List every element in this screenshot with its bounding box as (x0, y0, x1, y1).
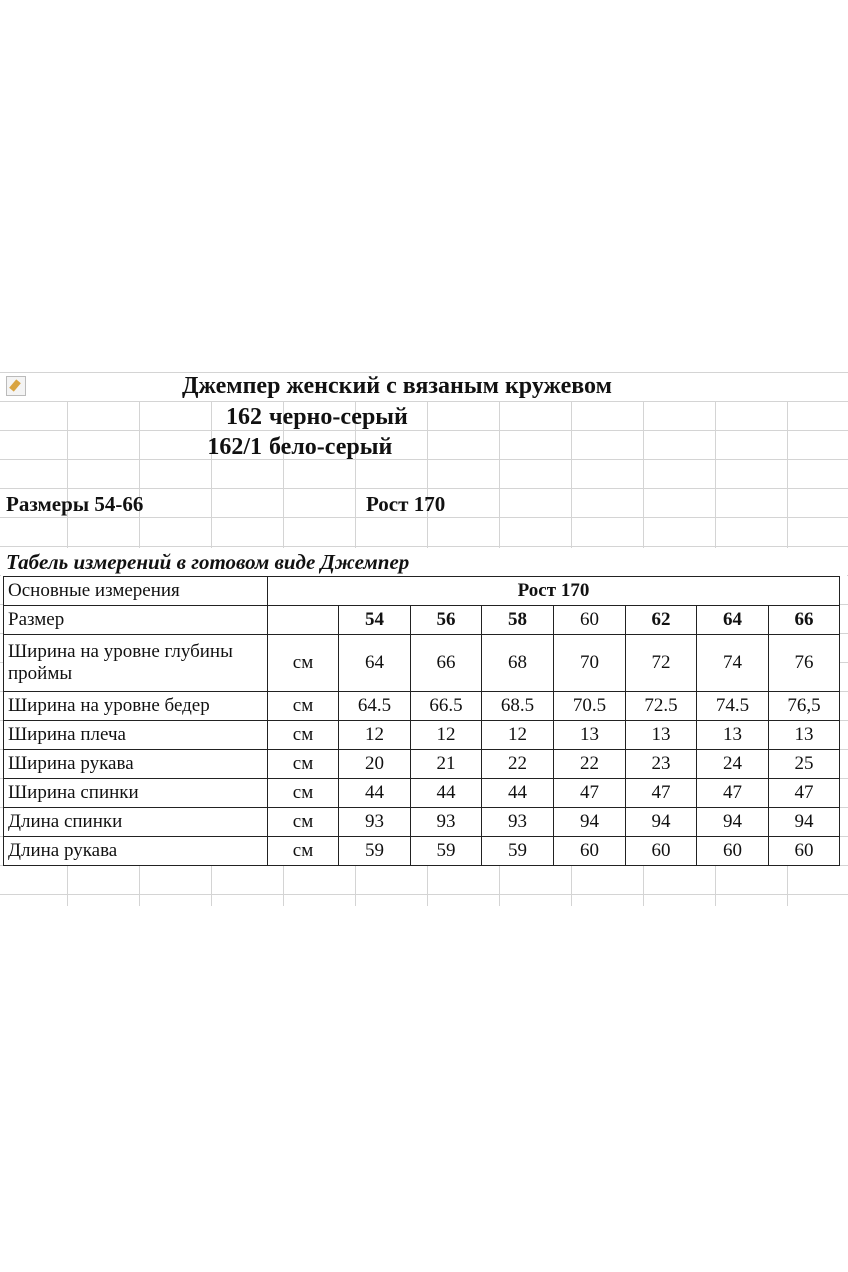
value-cell: 13 (768, 720, 840, 750)
value-cell: 23 (625, 749, 697, 779)
table-caption: Табель измерений в готовом виде Джемпер (6, 550, 410, 574)
size-header-cell: 58 (481, 605, 554, 635)
unit-cell: см (267, 749, 339, 779)
value-cell: 74 (696, 634, 769, 692)
value-cell: 24 (696, 749, 769, 779)
value-cell: 12 (410, 720, 482, 750)
value-cell: 21 (410, 749, 482, 779)
variant-code: 162 (226, 404, 262, 430)
value-cell: 74.5 (696, 691, 769, 721)
value-cell: 59 (410, 836, 482, 866)
value-cell: 59 (338, 836, 411, 866)
value-cell: 70 (553, 634, 626, 692)
unit-cell: см (267, 691, 339, 721)
value-cell: 66 (410, 634, 482, 692)
value-cell: 44 (338, 778, 411, 808)
value-cell: 13 (625, 720, 697, 750)
value-cell: 22 (481, 749, 554, 779)
measurement-name: Ширина на уровне бедер (3, 691, 268, 721)
value-cell: 60 (553, 836, 626, 866)
table-row: Ширина на уровне бедер см 64.5 66.5 68.5 70.5… (3, 691, 840, 721)
value-cell: 94 (696, 807, 769, 837)
size-header-cell: 62 (625, 605, 697, 635)
variant-color: черно-серый (269, 404, 408, 430)
merged-caption-cell (1, 548, 847, 576)
value-cell: 20 (338, 749, 411, 779)
measurement-name: Ширина спинки (3, 778, 268, 808)
size-row: Размер 54 56 58 60 62 64 66 (3, 605, 840, 635)
value-cell: 94 (625, 807, 697, 837)
unit-cell: см (267, 807, 339, 837)
value-cell: 60 (768, 836, 840, 866)
value-cell: 76,5 (768, 691, 840, 721)
value-cell: 25 (768, 749, 840, 779)
value-cell: 13 (553, 720, 626, 750)
variant-color: бело-серый (269, 434, 393, 460)
size-header-cell: 56 (410, 605, 482, 635)
value-cell: 64.5 (338, 691, 411, 721)
table-row: Длина спинки см 93 93 93 94 94 94 94 (3, 807, 840, 837)
height-label: Рост 170 (366, 492, 446, 516)
size-header-cell: 66 (768, 605, 840, 635)
size-label: Размер (3, 605, 268, 635)
unit-cell: см (267, 720, 339, 750)
unit-cell: см (267, 836, 339, 866)
value-cell: 60 (696, 836, 769, 866)
value-cell: 72.5 (625, 691, 697, 721)
unit-cell (267, 605, 339, 635)
table-row: Ширина плеча см 12 12 12 13 13 13 13 (3, 720, 840, 750)
table-row: Ширина спинки см 44 44 44 47 47 47 47 (3, 778, 840, 808)
group-header-cell: Рост 170 (267, 576, 840, 606)
sizes-range: Размеры 54-66 (6, 492, 144, 516)
value-cell: 44 (410, 778, 482, 808)
unit-cell: см (267, 778, 339, 808)
paste-options-icon[interactable] (6, 376, 26, 396)
merged-title-cell (1, 373, 847, 401)
value-cell: 47 (696, 778, 769, 808)
size-header-cell: 64 (696, 605, 769, 635)
value-cell: 66.5 (410, 691, 482, 721)
value-cell: 22 (553, 749, 626, 779)
measurement-name: Ширина плеча (3, 720, 268, 750)
unit-cell: см (267, 634, 339, 692)
table-row: Ширина на уровне глубины проймы см 64 66 68 7… (3, 634, 840, 692)
value-cell: 47 (625, 778, 697, 808)
value-cell: 47 (553, 778, 626, 808)
value-cell: 93 (410, 807, 482, 837)
value-cell: 68 (481, 634, 554, 692)
value-cell: 70.5 (553, 691, 626, 721)
document-title: Джемпер женский с вязаным кружевом (182, 373, 612, 399)
header-cell: Основные измерения (3, 576, 268, 606)
value-cell: 94 (553, 807, 626, 837)
value-cell: 60 (625, 836, 697, 866)
value-cell: 72 (625, 634, 697, 692)
size-header-cell: 54 (338, 605, 411, 635)
value-cell: 13 (696, 720, 769, 750)
value-cell: 76 (768, 634, 840, 692)
table-row: Длина рукава см 59 59 59 60 60 60 60 (3, 836, 840, 866)
size-header-cell: 60 (553, 605, 626, 635)
variant-code: 162/1 (207, 434, 262, 460)
value-cell: 64 (338, 634, 411, 692)
value-cell: 93 (338, 807, 411, 837)
value-cell: 59 (481, 836, 554, 866)
table-row: Ширина рукава см 20 21 22 22 23 24 25 (3, 749, 840, 779)
measurements-table: Основные измерения Рост 170 Размер 54 56 5… (3, 576, 840, 866)
measurement-name: Длина спинки (3, 807, 268, 837)
value-cell: 93 (481, 807, 554, 837)
value-cell: 68.5 (481, 691, 554, 721)
value-cell: 12 (338, 720, 411, 750)
measurement-name: Ширина на уровне глубины проймы (3, 634, 268, 692)
table-header-row: Основные измерения Рост 170 (3, 576, 840, 606)
measurement-name: Длина рукава (3, 836, 268, 866)
value-cell: 12 (481, 720, 554, 750)
measurement-name: Ширина рукава (3, 749, 268, 779)
value-cell: 94 (768, 807, 840, 837)
value-cell: 47 (768, 778, 840, 808)
value-cell: 44 (481, 778, 554, 808)
